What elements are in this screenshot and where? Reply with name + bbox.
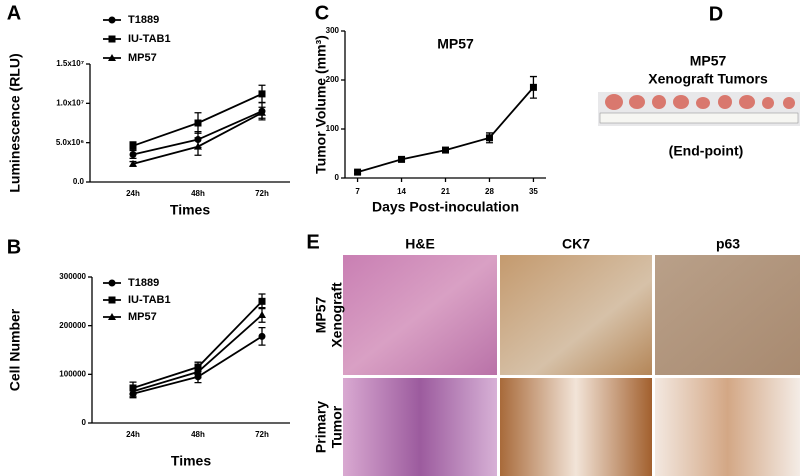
legend-marker xyxy=(108,296,116,304)
panel-label: E xyxy=(306,231,319,253)
legend-label: IU-TAB1 xyxy=(128,33,171,45)
y-tick-label: 100 xyxy=(326,124,340,133)
legend-marker xyxy=(108,35,116,43)
row-header: MP57 xyxy=(313,297,329,334)
marker xyxy=(258,332,266,340)
marker xyxy=(258,90,266,98)
y-axis-label: Cell Number xyxy=(7,308,23,391)
micrograph xyxy=(500,378,652,476)
y-tick-label: 5.0x10⁶ xyxy=(56,138,84,147)
marker xyxy=(529,83,537,91)
y-axis-label: Tumor Volume (mm³) xyxy=(313,35,329,174)
panel-label: D xyxy=(709,3,723,25)
legend-label: MP57 xyxy=(128,52,157,64)
column-header: p63 xyxy=(716,236,740,252)
y-tick-label: 0 xyxy=(335,173,340,182)
row-header: Primary xyxy=(313,401,329,453)
y-tick-label: 200000 xyxy=(59,321,86,330)
marker xyxy=(398,155,406,163)
row-header: Tumor xyxy=(329,405,345,448)
marker xyxy=(108,296,116,304)
legend-marker xyxy=(108,313,116,320)
y-tick-label: 300 xyxy=(326,26,340,35)
marker xyxy=(108,313,116,320)
legend-label: T1889 xyxy=(128,14,159,26)
marker xyxy=(194,119,202,127)
line xyxy=(357,86,535,173)
series xyxy=(129,106,266,167)
x-axis-label: Times xyxy=(171,453,211,469)
column-header: H&E xyxy=(405,236,435,252)
marker xyxy=(194,367,202,375)
marker xyxy=(108,16,116,24)
marker xyxy=(258,297,266,305)
legend-marker xyxy=(108,54,116,61)
marker xyxy=(354,168,362,176)
x-tick-label: 7 xyxy=(355,187,360,196)
x-axis-label: Days Post-inoculation xyxy=(372,199,519,215)
x-tick-label: 48h xyxy=(191,189,205,198)
panel-label: C xyxy=(315,2,329,24)
marker xyxy=(129,150,137,158)
y-axis-label: Luminescence (RLU) xyxy=(7,53,23,192)
series xyxy=(354,75,537,176)
marker xyxy=(442,146,449,154)
column-header: CK7 xyxy=(562,236,590,252)
series xyxy=(129,307,266,397)
chart-title: MP57 xyxy=(437,36,474,52)
micrograph xyxy=(343,378,497,476)
legend-label: T1889 xyxy=(128,277,159,289)
x-tick-label: 72h xyxy=(255,430,269,439)
x-tick-label: 35 xyxy=(529,187,538,196)
marker xyxy=(108,35,116,43)
panel-label: A xyxy=(7,2,21,24)
x-tick-label: 48h xyxy=(191,430,205,439)
micrograph xyxy=(655,255,800,375)
micrograph xyxy=(655,378,800,476)
x-tick-label: 72h xyxy=(255,189,269,198)
y-tick-label: 100000 xyxy=(59,369,86,378)
y-tick-label: 1.0x10⁷ xyxy=(56,98,84,107)
marker xyxy=(258,310,266,318)
marker xyxy=(129,387,137,395)
marker xyxy=(108,54,116,61)
tumors xyxy=(605,94,795,110)
marker xyxy=(194,142,202,150)
panel-label: B xyxy=(7,236,21,258)
legend-label: IU-TAB1 xyxy=(128,294,171,306)
legend-marker xyxy=(108,279,116,287)
micrograph xyxy=(500,255,652,375)
photo-subtitle: Xenograft Tumors xyxy=(648,71,768,87)
micrograph xyxy=(343,255,497,375)
y-tick-label: 200 xyxy=(326,75,340,84)
photo-title: MP57 xyxy=(690,53,727,69)
legend-marker xyxy=(108,16,116,24)
marker xyxy=(129,159,137,167)
photo-caption: (End-point) xyxy=(669,143,744,159)
legend-label: MP57 xyxy=(128,311,157,323)
marker xyxy=(129,142,137,150)
marker xyxy=(485,134,493,142)
x-tick-label: 24h xyxy=(126,189,140,198)
x-axis-label: Times xyxy=(170,202,210,218)
x-tick-label: 21 xyxy=(441,187,450,196)
y-tick-label: 0.0 xyxy=(73,177,85,186)
marker xyxy=(108,279,116,287)
y-tick-label: 300000 xyxy=(59,272,86,281)
ruler xyxy=(599,112,799,124)
x-tick-label: 28 xyxy=(485,187,494,196)
x-tick-label: 14 xyxy=(397,187,406,196)
x-tick-label: 24h xyxy=(126,430,140,439)
marker xyxy=(258,108,266,116)
row-header: Xenograft xyxy=(329,282,345,348)
series xyxy=(129,84,266,151)
y-tick-label: 1.5x10⁷ xyxy=(56,59,84,68)
y-tick-label: 0 xyxy=(82,418,87,427)
